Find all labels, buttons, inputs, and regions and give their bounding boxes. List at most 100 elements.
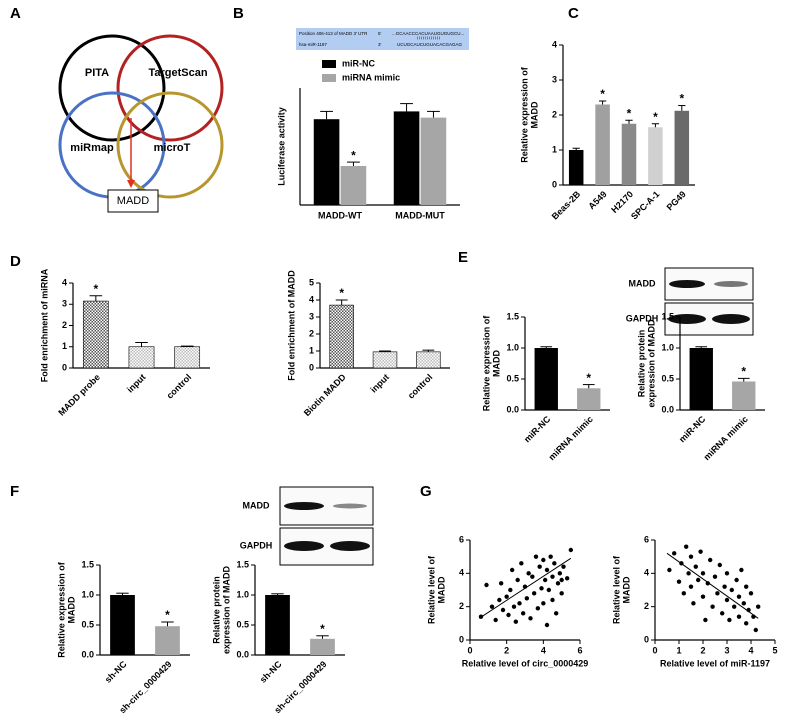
y-tick-label: 0 [644,634,649,644]
result-box [107,189,159,213]
legend-label: miR-NC [342,58,375,68]
y-axis-label: expression of MADD [221,565,231,654]
scatter-point [550,574,555,579]
scatter-point [539,586,544,591]
y-axis-label: MADD [621,576,631,603]
bar [534,348,558,410]
sequence-background [296,28,469,50]
scatter-point [528,616,533,621]
blot-label: GAPDH [240,540,273,550]
western-blot: MADD GAPDH [240,486,374,566]
scatter-point [739,567,744,573]
scatter-point [484,582,489,588]
panel-label: A [10,5,21,22]
bar [310,638,335,655]
scatter-point [541,601,546,606]
scatter-point [715,591,720,596]
y-tick-label: 1.5 [661,311,674,321]
y-tick-label: 0.0 [506,404,519,414]
scatter-point [506,612,511,618]
y-tick-label: 1 [62,341,67,351]
bar [82,300,109,369]
significance-marker: * [339,286,344,300]
scatter-point [546,587,552,593]
scatter-point [672,551,677,556]
venn-circle [116,91,224,199]
arrow-head [127,180,135,188]
y-axis-label: Relative level of [426,555,436,624]
scatter-point [744,584,749,589]
scatter-point [533,554,539,559]
panel-label: E [458,249,468,266]
y-tick-label: 0.5 [81,619,94,629]
scatter-point [524,596,530,601]
scatter-point [544,567,550,573]
scatter-point [564,576,570,581]
scatter-point [741,601,746,606]
scatter-point [500,607,506,613]
y-tick-label: 4 [309,294,314,304]
scatter-point [535,606,541,611]
scatter-point [722,584,727,589]
x-tick-label: 2 [700,645,705,655]
scatter-point [520,611,526,616]
scatter-point [559,591,564,596]
significance-marker: * [679,92,684,106]
bar [110,595,135,655]
y-tick-label: 1.5 [506,311,519,321]
y-tick-label: 0 [62,362,67,372]
venn-label: miRmap [70,142,114,154]
scatter-point [552,561,557,566]
y-tick-label: 3 [62,299,67,309]
scatter-point [724,571,730,576]
bar [732,381,756,410]
y-axis-label: MADD [436,576,446,603]
y-axis-label: expression of MADD [646,319,656,408]
y-tick-label: 1.5 [81,559,94,569]
scatter-point [710,604,715,609]
bar [313,119,340,205]
scatter-point [744,621,749,626]
x-tick-label: 4 [541,645,546,655]
scatter-point [513,619,519,624]
significance-marker: * [351,148,356,162]
significance-marker: * [320,622,325,636]
bar [648,127,663,185]
scatter-point [519,561,524,566]
y-tick-label: 6 [644,534,649,544]
blot-label: MADD [243,500,270,510]
x-tick-label: sh-NC [258,659,284,685]
significance-marker: * [93,282,98,296]
y-tick-label: 4 [552,39,557,49]
x-tick-label: 2 [504,645,509,655]
y-tick-label: 0.0 [661,404,674,414]
y-tick-label: 2 [459,601,464,611]
y-tick-label: 2 [309,328,314,338]
significance-marker: * [600,87,605,101]
y-tick-label: 0 [552,179,557,189]
scatter-point [498,581,504,586]
sequence: ...GCAACCCACUAAUGUGUGCU... [392,31,464,36]
scatter-point [700,571,706,576]
x-tick-label: MADD probe [56,372,102,418]
scatter-point [544,622,550,628]
venn-label: microT [154,142,191,154]
scatter-point [686,571,691,576]
y-tick-label: 0.0 [236,649,249,659]
x-tick-label: MADD-WT [318,210,362,220]
bar [329,304,354,369]
y-tick-label: 1.5 [236,559,249,569]
scatter-point [548,554,553,559]
y-tick-label: 1 [552,144,557,154]
bar [340,166,367,205]
x-tick-label: 0 [467,645,472,655]
y-axis-label: Relative protein [636,330,646,398]
y-tick-label: 1 [309,345,314,355]
x-tick-label: Biotin MADD [302,372,348,418]
bar [568,150,584,185]
y-axis-label: Fold enrichment of miRNA [39,268,49,382]
bar [595,104,610,185]
panel-label: D [10,253,21,270]
scatter-point [748,591,754,596]
y-axis-label: Relative expression of [481,315,491,412]
